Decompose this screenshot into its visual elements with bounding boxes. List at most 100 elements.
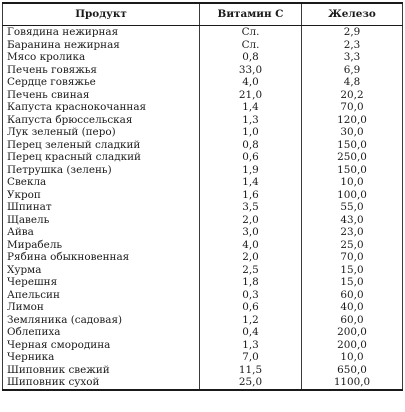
cell-product: Перец зеленый сладкий xyxy=(2,138,200,151)
cell-iron: 2,3 xyxy=(301,38,403,51)
cell-iron: 15,0 xyxy=(301,276,403,289)
cell-vitamin-c: 0,3 xyxy=(199,288,302,301)
cell-vitamin-c: 3,5 xyxy=(199,201,302,214)
cell-product: Мирабель xyxy=(2,238,200,251)
cell-iron: 60,0 xyxy=(301,313,403,326)
table-row: Сердце говяжье 4,0 4,8 xyxy=(2,76,403,89)
table-row: Мясо кролика 0,8 3,3 xyxy=(2,51,403,64)
cell-product: Перец красный сладкий xyxy=(2,151,200,164)
cell-iron: 150,0 xyxy=(301,138,403,151)
table-header: Продукт Витамин С Железо xyxy=(2,2,403,26)
cell-iron: 650,0 xyxy=(301,363,403,376)
table-row: Апельсин 0,3 60,0 xyxy=(2,288,403,301)
cell-product: Лимон xyxy=(2,301,200,314)
cell-vitamin-c: 3,0 xyxy=(199,226,302,239)
table-row: Хурма 2,5 15,0 xyxy=(2,263,403,276)
cell-vitamin-c: 4,0 xyxy=(199,76,302,89)
cell-product: Лук зеленый (перо) xyxy=(2,126,200,139)
cell-iron: 200,0 xyxy=(301,326,403,339)
cell-vitamin-c: 1,8 xyxy=(199,276,302,289)
table-row: Печень свиная 21,0 20,2 xyxy=(2,88,403,101)
cell-product: Сердце говяжье xyxy=(2,76,200,89)
header-row: Продукт Витамин С Железо xyxy=(2,2,403,26)
cell-product: Печень говяжья xyxy=(2,63,200,76)
cell-vitamin-c: 1,6 xyxy=(199,188,302,201)
table-row: Перец зеленый сладкий 0,8 150,0 xyxy=(2,138,403,151)
cell-iron: 23,0 xyxy=(301,226,403,239)
cell-vitamin-c: 0,8 xyxy=(199,138,302,151)
table-row: Петрушка (зелень) 1,9 150,0 xyxy=(2,163,403,176)
cell-vitamin-c: 2,0 xyxy=(199,251,302,264)
table-row: Говядина нежирная Сл. 2,9 xyxy=(2,25,403,39)
table-row: Баранина нежирная Сл. 2,3 xyxy=(2,38,403,51)
cell-vitamin-c: 1,4 xyxy=(199,101,302,114)
table-row: Земляника (садовая) 1,2 60,0 xyxy=(2,313,403,326)
cell-product: Щавель xyxy=(2,213,200,226)
cell-iron: 200,0 xyxy=(301,338,403,351)
cell-vitamin-c: 1,3 xyxy=(199,338,302,351)
cell-iron: 10,0 xyxy=(301,351,403,364)
cell-product: Черная смородина xyxy=(2,338,200,351)
cell-iron: 25,0 xyxy=(301,238,403,251)
cell-vitamin-c: 1,0 xyxy=(199,126,302,139)
cell-iron: 43,0 xyxy=(301,213,403,226)
cell-iron: 2,9 xyxy=(301,25,403,39)
table-row: Черная смородина 1,3 200,0 xyxy=(2,338,403,351)
header-iron: Железо xyxy=(301,2,403,26)
cell-product: Черника xyxy=(2,351,200,364)
cell-iron: 70,0 xyxy=(301,101,403,114)
cell-iron: 100,0 xyxy=(301,188,403,201)
cell-vitamin-c: 0,4 xyxy=(199,326,302,339)
cell-product: Хурма xyxy=(2,263,200,276)
nutrient-table: Продукт Витамин С Железо Говядина нежирн… xyxy=(2,2,403,391)
table-body: Говядина нежирная Сл. 2,9 Баранина нежирная… xyxy=(2,25,403,391)
cell-vitamin-c: 1,3 xyxy=(199,113,302,126)
cell-product: Петрушка (зелень) xyxy=(2,163,200,176)
cell-product: Говядина нежирная xyxy=(2,25,200,39)
table-row: Печень говяжья 33,0 6,9 xyxy=(2,63,403,76)
cell-iron: 1100,0 xyxy=(301,376,403,391)
cell-vitamin-c: 1,4 xyxy=(199,176,302,189)
cell-product: Рябина обыкновенная xyxy=(2,251,200,264)
cell-iron: 20,2 xyxy=(301,88,403,101)
cell-vitamin-c: Сл. xyxy=(199,38,302,51)
table-row: Рябина обыкновенная 2,0 70,0 xyxy=(2,251,403,264)
table-row: Шпинат 3,5 55,0 xyxy=(2,201,403,214)
table-row: Капуста брюссельская 1,3 120,0 xyxy=(2,113,403,126)
table-row: Свекла 1,4 10,0 xyxy=(2,176,403,189)
cell-product: Капуста брюссельская xyxy=(2,113,200,126)
cell-iron: 250,0 xyxy=(301,151,403,164)
cell-product: Земляника (садовая) xyxy=(2,313,200,326)
table-row: Айва 3,0 23,0 xyxy=(2,226,403,239)
cell-iron: 6,9 xyxy=(301,63,403,76)
nutrient-table-container: Продукт Витамин С Железо Говядина нежирн… xyxy=(2,2,403,391)
table-row: Мирабель 4,0 25,0 xyxy=(2,238,403,251)
cell-product: Шиповник сухой xyxy=(2,376,200,391)
cell-iron: 55,0 xyxy=(301,201,403,214)
table-row: Шиповник сухой 25,0 1100,0 xyxy=(2,376,403,391)
cell-vitamin-c: 21,0 xyxy=(199,88,302,101)
cell-vitamin-c: 1,2 xyxy=(199,313,302,326)
cell-vitamin-c: 2,0 xyxy=(199,213,302,226)
table-row: Перец красный сладкий 0,6 250,0 xyxy=(2,151,403,164)
cell-product: Мясо кролика xyxy=(2,51,200,64)
cell-product: Черешня xyxy=(2,276,200,289)
cell-vitamin-c: 0,6 xyxy=(199,301,302,314)
cell-product: Капуста краснокочанная xyxy=(2,101,200,114)
cell-iron: 70,0 xyxy=(301,251,403,264)
cell-vitamin-c: 0,8 xyxy=(199,51,302,64)
cell-iron: 10,0 xyxy=(301,176,403,189)
table-row: Щавель 2,0 43,0 xyxy=(2,213,403,226)
cell-product: Шиповник свежий xyxy=(2,363,200,376)
table-row: Облепиха 0,4 200,0 xyxy=(2,326,403,339)
cell-vitamin-c: Сл. xyxy=(199,25,302,39)
cell-vitamin-c: 4,0 xyxy=(199,238,302,251)
cell-iron: 3,3 xyxy=(301,51,403,64)
cell-product: Апельсин xyxy=(2,288,200,301)
cell-vitamin-c: 0,6 xyxy=(199,151,302,164)
header-vitamin-c: Витамин С xyxy=(199,2,302,26)
cell-iron: 15,0 xyxy=(301,263,403,276)
cell-product: Свекла xyxy=(2,176,200,189)
table-row: Шиповник свежий 11,5 650,0 xyxy=(2,363,403,376)
cell-product: Айва xyxy=(2,226,200,239)
